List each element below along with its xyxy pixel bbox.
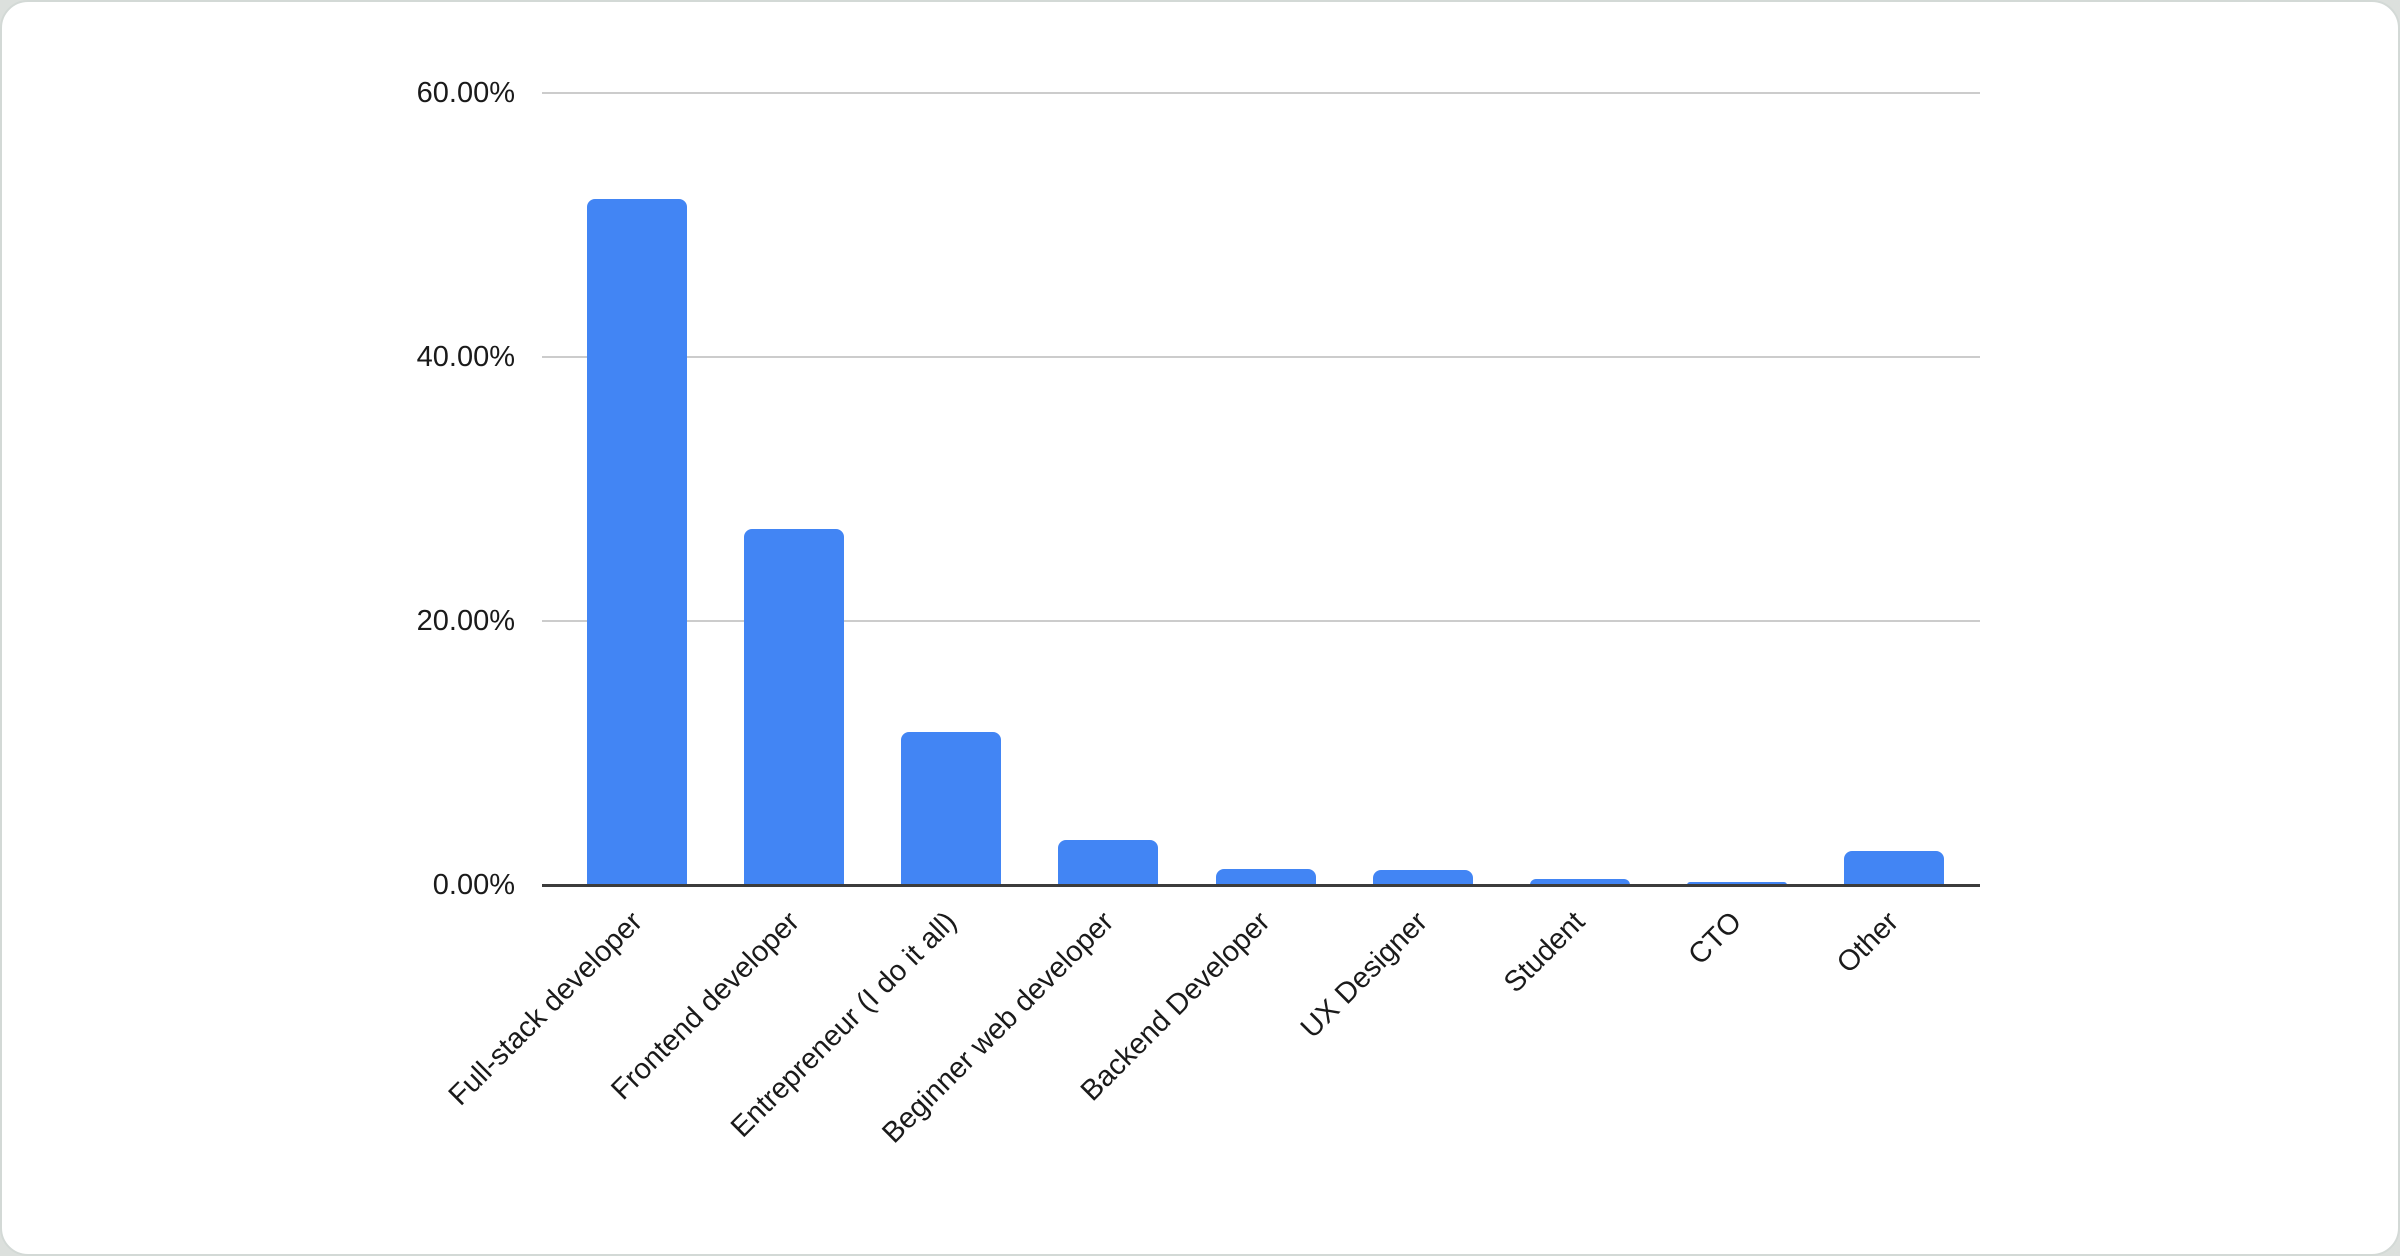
- x-axis-line: [542, 884, 1980, 887]
- bar-beginner-web-developer[interactable]: [1058, 840, 1159, 885]
- bar-cto[interactable]: [1686, 881, 1787, 885]
- y-axis-tick-label: 0.00%: [432, 869, 515, 901]
- x-axis-category-label: UX Designer: [1295, 905, 1434, 1045]
- y-axis-tick-label: 40.00%: [416, 341, 515, 373]
- bar-backend-developer[interactable]: [1215, 869, 1316, 885]
- x-axis-category-label: CTO: [1682, 905, 1749, 972]
- y-axis-tick-label: 60.00%: [416, 77, 515, 109]
- bar-full-stack-developer[interactable]: [587, 198, 687, 885]
- bar-entrepreneur-i-do-it-all[interactable]: [901, 731, 1002, 885]
- x-axis-category-label: Student: [1497, 905, 1592, 1000]
- gridline-60: [542, 92, 1980, 94]
- bar-frontend-developer[interactable]: [744, 528, 845, 885]
- bar-ux-designer[interactable]: [1372, 870, 1473, 885]
- gridline-40: [542, 356, 1980, 358]
- bar-student[interactable]: [1529, 879, 1630, 885]
- gridline-20: [542, 620, 1980, 622]
- bar-other[interactable]: [1844, 850, 1944, 885]
- y-axis-tick-label: 20.00%: [416, 605, 515, 637]
- x-axis-category-label: Other: [1831, 905, 1906, 980]
